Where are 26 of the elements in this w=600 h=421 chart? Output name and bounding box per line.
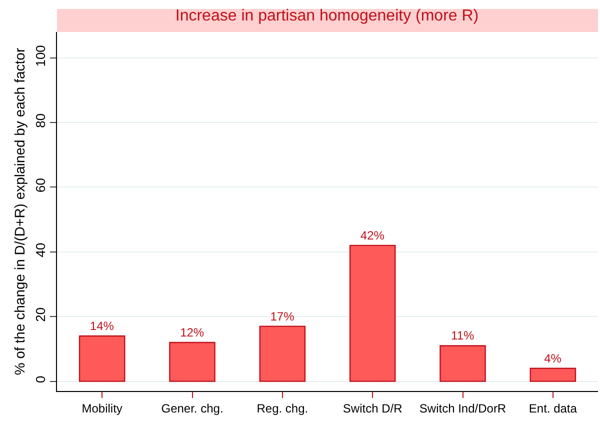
x-tick-label: Mobility <box>82 401 122 416</box>
chart-title: Increase in partisan homogeneity (more R) <box>175 7 479 24</box>
data-label: 42% <box>360 228 385 242</box>
data-label: 17% <box>270 309 295 324</box>
bar <box>349 244 396 382</box>
x-tick-label: Ent. data <box>528 401 578 416</box>
x-tick-label: Switch Ind/DorR <box>419 401 506 416</box>
data-label: 12% <box>180 325 204 340</box>
bar <box>78 335 126 382</box>
x-tick-label: Gener. chg. <box>161 401 224 416</box>
y-tick-label: 100 <box>32 45 48 67</box>
y-tick-label: 20 <box>32 307 48 322</box>
y-tick-label: 60 <box>32 178 48 193</box>
y-axis-title: % of the change in D/(D+R) explained by each factor <box>11 48 28 376</box>
data-label: 11% <box>451 328 474 343</box>
bar <box>259 326 306 382</box>
data-label: 4% <box>544 351 562 366</box>
data-label: 14% <box>90 319 114 334</box>
y-tick-label: 80 <box>32 113 48 128</box>
bar <box>440 345 486 382</box>
bar <box>530 368 576 382</box>
x-tick-label: Reg. chg. <box>256 401 308 416</box>
x-tick-label: Switch D/R <box>342 401 403 416</box>
bar <box>169 342 216 382</box>
y-tick-label: 40 <box>32 242 48 258</box>
y-tick-label: 0 <box>32 376 48 383</box>
